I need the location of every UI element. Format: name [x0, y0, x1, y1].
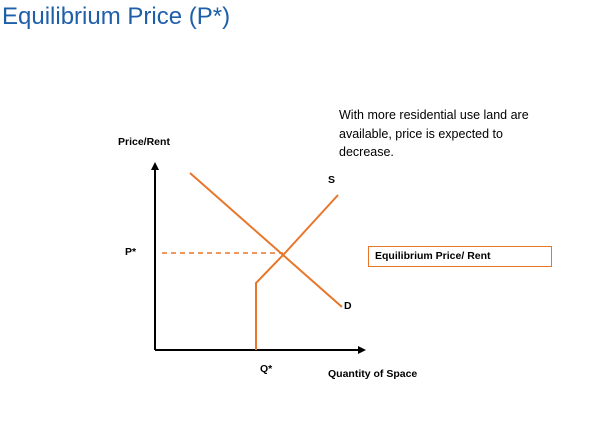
price-marker-label: P*: [125, 246, 137, 258]
quantity-marker-label: Q*: [260, 363, 273, 375]
supply-curve-label: S: [328, 174, 336, 186]
equilibrium-callout: Equilibrium Price/ Rent: [368, 246, 552, 267]
supply-curve: [255, 194, 339, 350]
x-axis-label: Quantity of Space: [328, 368, 418, 380]
slide-title: Equilibrium Price (P*): [2, 3, 231, 30]
annotation-note: With more residential use land are avail…: [339, 106, 579, 162]
note-line-1: With more residential use land are: [339, 108, 529, 122]
y-axis-label: Price/Rent: [118, 136, 170, 148]
note-line-3: decrease.: [339, 145, 394, 159]
demand-curve: [189, 172, 343, 308]
demand-curve-label: D: [344, 300, 352, 312]
note-line-2: available, price is expected to: [339, 126, 503, 141]
